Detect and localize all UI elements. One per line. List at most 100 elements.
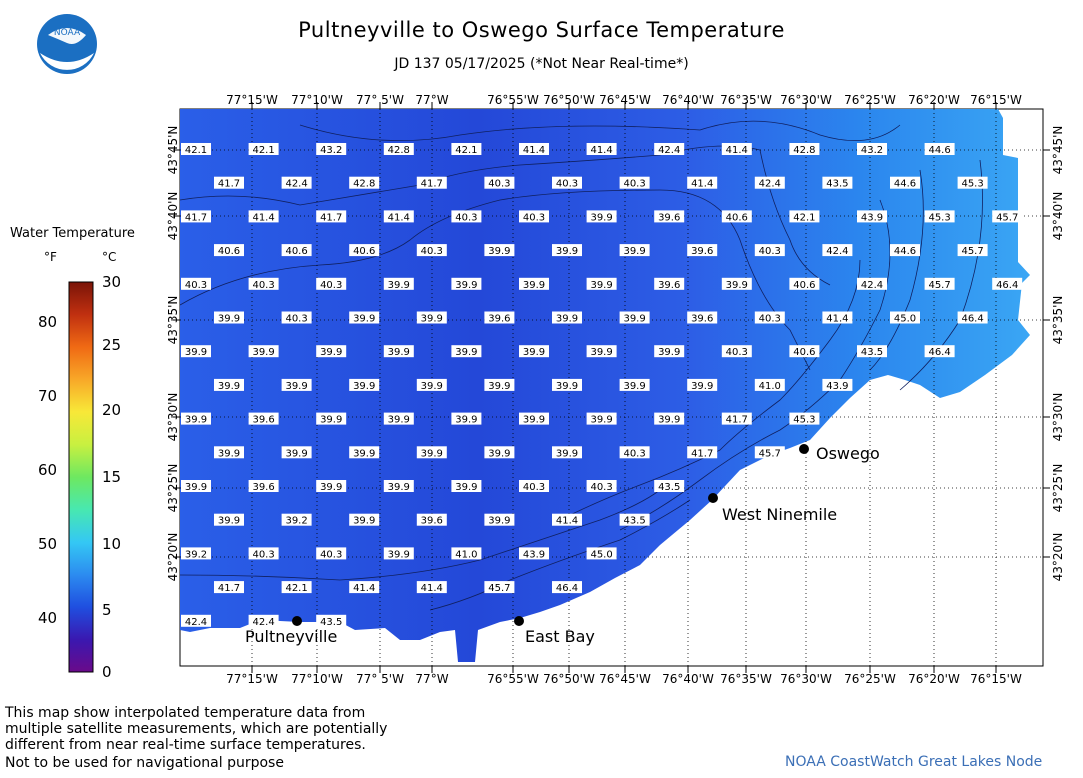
lon-label-top: 76°20'W bbox=[908, 93, 960, 107]
temperature-value: 39.9 bbox=[181, 480, 211, 493]
temperature-value: 45.3 bbox=[789, 412, 820, 426]
svg-text:39.9: 39.9 bbox=[488, 246, 510, 257]
svg-text:41.7: 41.7 bbox=[218, 583, 240, 594]
svg-text:43.5: 43.5 bbox=[861, 347, 883, 358]
svg-text:39.9: 39.9 bbox=[353, 381, 375, 392]
lon-label-bottom: 77°W bbox=[415, 672, 448, 686]
temperature-value: 45.3 bbox=[924, 210, 955, 223]
temperature-value: 42.4 bbox=[822, 244, 853, 257]
temperature-value: 39.9 bbox=[619, 244, 650, 257]
svg-text:42.1: 42.1 bbox=[285, 583, 307, 594]
svg-text:41.4: 41.4 bbox=[252, 212, 274, 223]
temperature-value: 39.9 bbox=[484, 513, 515, 527]
temperature-value: 44.6 bbox=[890, 244, 920, 257]
west-ninemile-marker bbox=[708, 493, 718, 503]
svg-text:39.9: 39.9 bbox=[455, 415, 477, 426]
temperature-value: 44.6 bbox=[890, 176, 920, 190]
temperature-value: 39.9 bbox=[181, 345, 211, 358]
legend-c-tick: 10 bbox=[102, 535, 122, 553]
svg-text:44.6: 44.6 bbox=[928, 145, 950, 156]
svg-text:41.4: 41.4 bbox=[691, 179, 713, 190]
svg-text:39.9: 39.9 bbox=[523, 415, 545, 426]
temperature-value: 40.3 bbox=[248, 277, 279, 291]
temperature-value: 40.3 bbox=[281, 311, 312, 325]
temperature-value: 45.7 bbox=[754, 446, 785, 459]
legend-c-tick: 30 bbox=[102, 273, 122, 291]
temperature-value: 39.9 bbox=[349, 513, 380, 527]
temperature-value: 39.6 bbox=[687, 311, 718, 325]
temperature-value: 39.2 bbox=[281, 513, 312, 527]
svg-text:39.9: 39.9 bbox=[623, 314, 645, 325]
temperature-value: 43.2 bbox=[857, 143, 887, 156]
svg-text:39.9: 39.9 bbox=[556, 448, 578, 459]
temperature-value: 43.9 bbox=[519, 547, 549, 560]
svg-text:39.9: 39.9 bbox=[421, 314, 443, 325]
temperature-value: 39.9 bbox=[383, 547, 414, 560]
temperature-value: 39.9 bbox=[451, 345, 482, 358]
temperature-value: 39.6 bbox=[687, 244, 718, 257]
temperature-value: 41.7 bbox=[687, 446, 718, 459]
svg-text:46.4: 46.4 bbox=[556, 583, 578, 594]
lon-label-top: 77°15'W bbox=[226, 93, 278, 107]
svg-text:39.9: 39.9 bbox=[590, 347, 612, 358]
temperature-value: 41.4 bbox=[822, 311, 853, 325]
oswego-marker bbox=[799, 444, 809, 454]
svg-text:42.1: 42.1 bbox=[185, 145, 207, 156]
svg-text:44.6: 44.6 bbox=[894, 246, 916, 257]
temperature-value: 42.1 bbox=[789, 210, 820, 223]
temperature-value: 39.9 bbox=[484, 378, 515, 392]
svg-text:40.3: 40.3 bbox=[421, 246, 443, 257]
temperature-value: 41.0 bbox=[754, 378, 785, 392]
svg-text:39.6: 39.6 bbox=[252, 415, 274, 426]
svg-text:39.9: 39.9 bbox=[556, 314, 578, 325]
svg-text:40.3: 40.3 bbox=[252, 549, 274, 560]
temperature-value: 42.4 bbox=[754, 176, 785, 190]
svg-text:41.4: 41.4 bbox=[590, 145, 612, 156]
temperature-value: 43.2 bbox=[316, 143, 347, 156]
svg-text:43.5: 43.5 bbox=[623, 516, 645, 527]
temperature-value: 39.9 bbox=[484, 244, 515, 257]
temperature-value: 42.1 bbox=[181, 143, 211, 156]
svg-text:39.9: 39.9 bbox=[523, 347, 545, 358]
temperature-value: 41.4 bbox=[721, 143, 752, 156]
temperature-value: 40.3 bbox=[519, 210, 549, 223]
temperature-value: 45.7 bbox=[924, 277, 955, 291]
svg-text:39.9: 39.9 bbox=[590, 415, 612, 426]
temperature-value: 39.9 bbox=[349, 378, 380, 392]
svg-text:39.9: 39.9 bbox=[218, 381, 240, 392]
svg-text:40.3: 40.3 bbox=[556, 179, 578, 190]
temperature-value: 40.6 bbox=[789, 345, 820, 358]
svg-text:39.9: 39.9 bbox=[691, 381, 713, 392]
svg-text:45.7: 45.7 bbox=[961, 246, 983, 257]
lon-label-top: 77°W bbox=[415, 93, 448, 107]
legend-unit-f: °F bbox=[44, 250, 57, 264]
lon-label-bottom: 77°10'W bbox=[291, 672, 343, 686]
temperature-value: 39.9 bbox=[552, 446, 582, 459]
temperature-value: 41.0 bbox=[451, 547, 482, 560]
temperature-value: 39.6 bbox=[654, 210, 685, 223]
svg-text:40.3: 40.3 bbox=[726, 347, 748, 358]
temperature-value: 40.6 bbox=[281, 244, 312, 257]
temperature-value: 41.7 bbox=[316, 210, 347, 223]
svg-text:42.4: 42.4 bbox=[252, 617, 274, 628]
temperature-value: 45.0 bbox=[586, 547, 617, 560]
temperature-value: 40.3 bbox=[451, 210, 482, 223]
noaa-logo: NOAA bbox=[37, 14, 97, 74]
svg-text:46.4: 46.4 bbox=[961, 314, 983, 325]
temperature-value: 39.9 bbox=[383, 412, 414, 426]
svg-text:41.4: 41.4 bbox=[826, 314, 848, 325]
svg-text:39.9: 39.9 bbox=[488, 448, 510, 459]
svg-text:41.4: 41.4 bbox=[523, 145, 545, 156]
temperature-value: 39.9 bbox=[214, 446, 244, 459]
temperature-value: 39.9 bbox=[416, 446, 447, 459]
temperature-value: 39.9 bbox=[519, 277, 549, 291]
legend-f-tick: 60 bbox=[38, 461, 58, 479]
svg-text:39.9: 39.9 bbox=[185, 482, 207, 493]
svg-text:40.6: 40.6 bbox=[353, 246, 375, 257]
svg-text:40.3: 40.3 bbox=[285, 314, 307, 325]
svg-text:39.9: 39.9 bbox=[320, 347, 342, 358]
lon-label-top: 76°30'W bbox=[780, 93, 832, 107]
svg-text:39.2: 39.2 bbox=[185, 549, 207, 560]
temperature-value: 40.3 bbox=[181, 277, 211, 291]
svg-text:42.8: 42.8 bbox=[793, 145, 815, 156]
